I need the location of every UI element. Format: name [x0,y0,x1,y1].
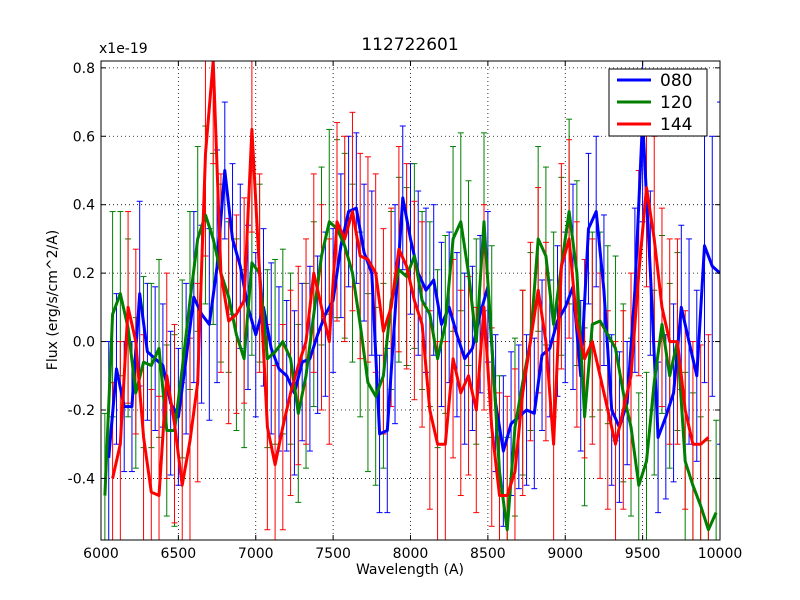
y-tick-label: 0.8 [73,61,95,77]
y-tick-label: -0.2 [68,403,95,419]
y-offset-label: x1e-19 [99,41,148,57]
x-axis-label: Wavelength (A) [356,562,464,578]
ticks [100,61,721,540]
x-tick-label: 7500 [315,546,351,562]
series-line-120 [103,210,718,532]
x-tick-label: 7000 [238,546,274,562]
legend-label-120: 120 [660,93,692,113]
x-tick-label: 8000 [393,546,429,562]
x-tick-label: 6000 [83,546,119,562]
x-tick-label: 9000 [547,546,583,562]
series-line-144 [111,61,710,497]
x-tick-labels: 6000 6500 7000 7500 8000 8500 9000 9500 10000 [83,546,742,562]
legend-label-080: 080 [660,71,692,91]
y-tick-label: -0.4 [68,471,95,487]
chart-title: 112722601 [361,35,458,55]
x-tick-label: 8500 [470,546,506,562]
y-tick-label: 0.4 [73,198,95,214]
y-tick-label: 0.6 [73,129,95,145]
legend-label-144: 144 [660,115,692,135]
y-tick-labels: -0.4 -0.2 0.0 0.2 0.4 0.6 0.8 [68,61,95,488]
y-axis-label: Flux (erg/s/cm^2/A) [45,230,61,370]
x-tick-label: 10000 [698,546,743,562]
x-tick-label: 9500 [625,546,661,562]
legend: 080 120 144 [608,68,708,137]
y-tick-label: 0.2 [73,266,95,282]
y-tick-label: 0.0 [73,335,95,351]
x-tick-label: 6500 [161,546,197,562]
series-layer [101,61,720,540]
